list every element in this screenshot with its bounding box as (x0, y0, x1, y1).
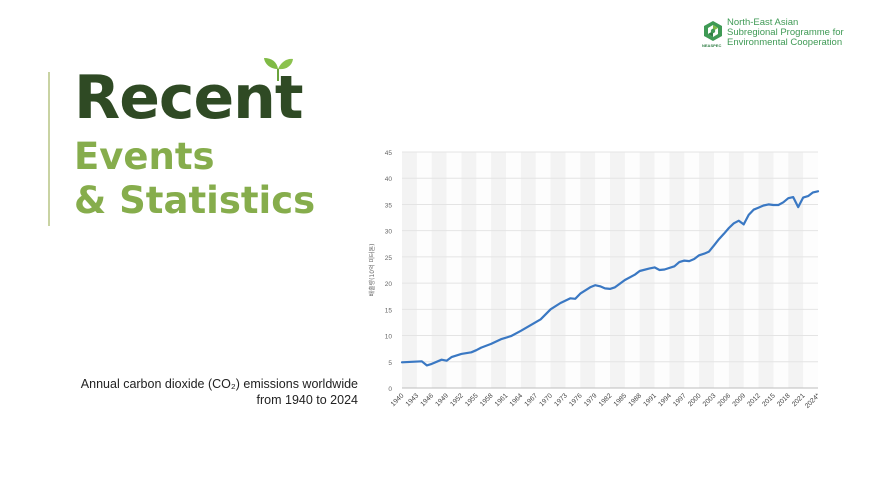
y-tick-label: 30 (385, 229, 393, 236)
y-tick-label: 45 (385, 150, 393, 157)
grid-column-band (461, 152, 477, 388)
y-tick-label: 15 (385, 307, 393, 314)
y-tick-label: 0 (388, 386, 392, 393)
y-tick-label: 10 (385, 334, 393, 341)
logo-line-3: Environmental Cooperation (727, 37, 843, 48)
grid-column-band (402, 152, 417, 388)
x-tick-label: 1976 (568, 392, 584, 408)
logo-abbreviation: NEASPEC (702, 43, 722, 48)
chart-caption: Annual carbon dioxide (CO₂) emissions wo… (81, 376, 358, 408)
y-tick-label: 20 (385, 281, 393, 288)
x-tick-label: 1952 (449, 392, 465, 408)
grid-column-band (788, 152, 804, 388)
x-tick-label: 1991 (642, 392, 658, 408)
accent-divider-line (48, 72, 50, 226)
grid-column-band (758, 152, 774, 388)
logo-text: North-East Asian Subregional Programme f… (727, 18, 844, 48)
page-title: Recent (74, 63, 304, 133)
x-tick-label: 1967 (523, 392, 539, 408)
grid-column-band (491, 152, 506, 388)
grid-column-band (431, 152, 447, 388)
y-tick-label: 35 (385, 202, 393, 209)
grid-column-band (610, 152, 625, 388)
page-subtitle-events: Events (74, 135, 215, 178)
y-axis-label: 배출량(10억 미터톤) (368, 244, 376, 297)
x-tick-label: 1985 (613, 392, 629, 408)
x-tick-label: 2009 (731, 392, 747, 408)
x-tick-label: 1946 (419, 392, 435, 408)
x-tick-label: 2015 (761, 392, 777, 408)
grid-column-band (550, 152, 566, 388)
x-tick-label: 1964 (509, 392, 525, 408)
x-tick-label: 1940 (390, 392, 406, 408)
sprout-icon (264, 58, 293, 81)
grid-column-band (669, 152, 685, 388)
x-tick-label: 2012 (746, 392, 762, 408)
series-line-emissions (400, 190, 820, 367)
x-tick-label: 1973 (553, 392, 569, 408)
x-tick-label: 2000 (687, 392, 703, 408)
neaspec-emblem-icon (704, 21, 722, 41)
x-tick-label: 1994 (657, 392, 673, 408)
x-tick-label: 2006 (717, 392, 733, 408)
caption-line-1: Annual carbon dioxide (CO₂) emissions wo… (80, 377, 358, 391)
y-tick-label: 40 (385, 176, 393, 183)
x-tick-label: 1961 (494, 392, 510, 408)
x-tick-label: 1949 (434, 392, 450, 408)
neaspec-logo: North-East Asian Subregional Programme f… (702, 18, 862, 52)
x-tick-label: 1988 (627, 392, 643, 408)
caption-line-2: from 1940 to 2024 (256, 393, 358, 407)
y-tick-label: 5 (388, 360, 392, 367)
grid-column-band (520, 152, 536, 388)
logo-line-1: North-East Asian (727, 17, 799, 28)
x-tick-label: 2024* (804, 392, 822, 410)
x-tick-label: 1982 (598, 392, 614, 408)
x-tick-label: 1943 (405, 392, 421, 408)
grid-column-band (580, 152, 596, 388)
x-tick-label: 1958 (479, 392, 495, 408)
x-tick-label: 2003 (702, 392, 718, 408)
y-tick-label: 25 (385, 255, 393, 262)
logo-line-2: Subregional Programme for (727, 27, 844, 38)
x-tick-label: 1955 (464, 392, 480, 408)
x-tick-label: 1979 (583, 392, 599, 408)
page-subtitle-statistics: & Statistics (74, 179, 316, 222)
grid-column-band (699, 152, 714, 388)
x-tick-label: 2018 (776, 392, 792, 408)
x-tick-label: 1997 (672, 392, 688, 408)
grid-column-band (728, 152, 744, 388)
x-tick-label: 1970 (538, 392, 554, 408)
